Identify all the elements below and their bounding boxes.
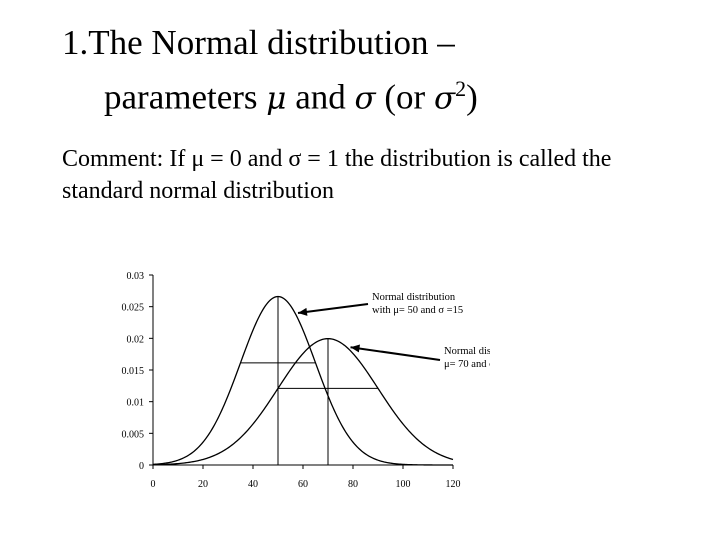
sigma-squared-symbol: σ: [433, 80, 456, 117]
annotation-1-line-1: Normal distribution: [372, 292, 456, 303]
annotation-arrowhead-1: [298, 307, 308, 316]
title-or-text: (or: [375, 77, 434, 117]
y-tick-label: 0: [139, 461, 144, 472]
annotation-arrowhead-2: [350, 344, 360, 353]
sigma-symbol: σ: [354, 80, 376, 117]
title-line-2: parameters μ and σ (or σ2): [62, 66, 478, 122]
x-tick-label: 120: [446, 479, 461, 490]
annotation-arrow-1: [297, 303, 369, 314]
x-tick-label: 80: [348, 479, 358, 490]
x-tick-label: 100: [396, 479, 411, 490]
density-curve-1: [152, 295, 453, 466]
annotation-1-line-2: with μ= 50 and σ =15: [372, 305, 463, 316]
x-tick-label: 40: [248, 479, 258, 490]
x-tick-label: 0: [151, 479, 156, 490]
x-tick-label: 20: [198, 479, 208, 490]
title-close-paren: ): [466, 77, 478, 117]
normal-distribution-chart: 0 0.005 0.01 0.015 0.02 0.025 0.03 0 20 40 60 80 100…: [122, 271, 491, 490]
superscript-two: 2: [455, 76, 467, 101]
y-tick-label: 0.015: [122, 366, 145, 377]
y-tick-label: 0.01: [127, 398, 145, 409]
mu-symbol: μ: [266, 80, 287, 117]
slide-title: 1.The Normal distribution – parameters μ…: [62, 20, 478, 122]
title-and-text: and: [286, 77, 355, 117]
annotation-arrow-2: [350, 346, 441, 361]
y-tick-label: 0.005: [122, 429, 145, 440]
x-tick-label: 60: [298, 479, 308, 490]
annotation-2-line-2: μ= 70 and σ =20: [444, 359, 490, 370]
y-tick-label: 0.02: [127, 334, 145, 345]
annotation-2-line-1: Normal distribution with: [444, 346, 490, 357]
y-tick-label: 0.03: [127, 271, 145, 282]
density-curve-2: [152, 338, 454, 466]
title-parameters-text: parameters: [104, 77, 267, 117]
title-line-1: 1.The Normal distribution –: [62, 23, 455, 62]
y-tick-label: 0.025: [122, 303, 145, 314]
comment-text: Comment: If μ = 0 and σ = 1 the distribu…: [62, 146, 612, 204]
